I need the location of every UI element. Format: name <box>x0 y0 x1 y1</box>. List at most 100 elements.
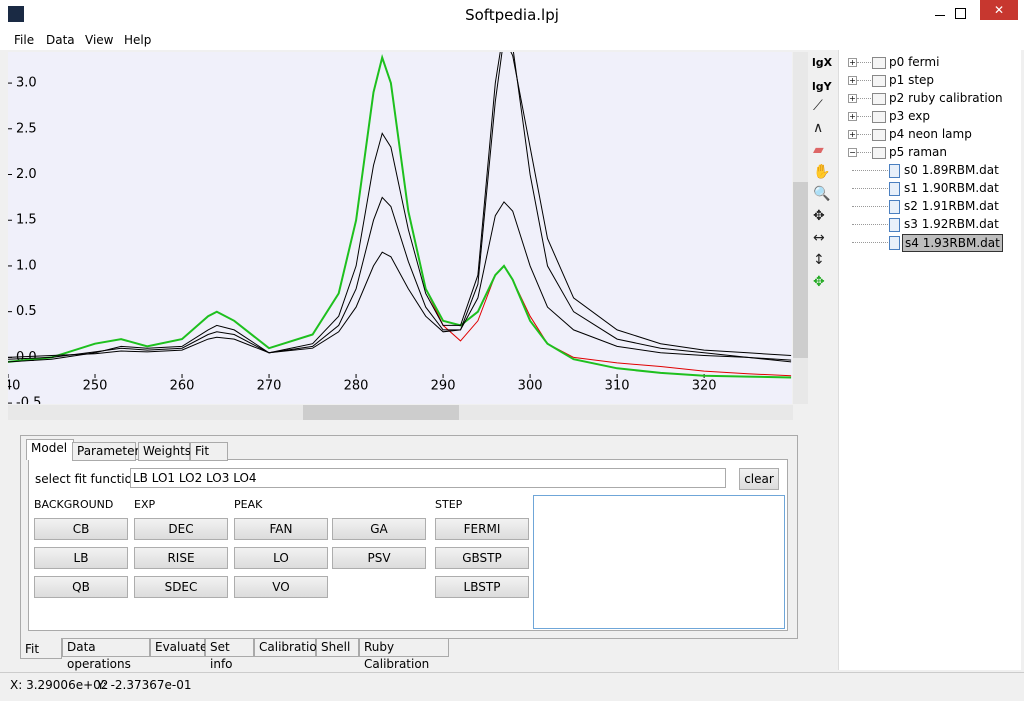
h-scrollbar[interactable] <box>8 405 793 420</box>
bottom-tab[interactable]: Calibration <box>254 638 324 657</box>
folder-icon <box>872 57 886 69</box>
tool-icon[interactable]: ▰ <box>813 142 824 158</box>
x-tick-label: 240 <box>8 379 20 394</box>
tree-item[interactable]: p5 raman <box>889 145 948 159</box>
model-button[interactable]: FAN <box>234 518 328 540</box>
model-button[interactable]: LBSTP <box>435 576 529 598</box>
tool-icon[interactable]: ↕ <box>813 252 825 268</box>
tree-item[interactable]: p2 ruby calibration <box>889 91 1003 105</box>
tree-line <box>852 206 888 207</box>
model-button[interactable]: DEC <box>134 518 228 540</box>
menu-item[interactable]: View <box>85 33 114 47</box>
tree-view: + p0 fermi + p1 step + p2 ruby calibration + p3… <box>838 50 1021 670</box>
model-button[interactable]: GBSTP <box>435 547 529 569</box>
model-button[interactable]: QB <box>34 576 128 598</box>
tree-line <box>852 224 888 225</box>
toolbar: lgX lgY ⟋ ∧ ▰ ✋ 🔍 ✥ ↔ ↕ ✥ <box>810 52 832 302</box>
folder-icon <box>872 75 886 87</box>
curve <box>8 196 792 361</box>
menu-bar: File Data View Help <box>0 30 1024 50</box>
y-tick-label: 3.0 <box>16 76 37 91</box>
fit-tab[interactable]: Weights <box>138 442 191 461</box>
tool-icon[interactable]: 🔍 <box>813 186 831 202</box>
app-icon <box>8 6 24 22</box>
function-input[interactable]: LB LO1 LO2 LO3 LO4 <box>130 468 726 488</box>
tree-line <box>857 98 871 99</box>
bottom-tab[interactable]: Data operations <box>62 638 150 671</box>
tree-line <box>852 188 888 189</box>
model-button[interactable]: VO <box>234 576 328 598</box>
tree-line <box>857 134 871 135</box>
menu-item[interactable]: File <box>14 33 35 47</box>
model-button[interactable]: FERMI <box>435 518 529 540</box>
group-label: PEAK <box>234 498 263 511</box>
tree-item[interactable]: s0 1.89RBM.dat <box>904 163 999 177</box>
curve <box>8 52 792 363</box>
close[interactable]: ✕ <box>980 0 1018 20</box>
expander[interactable]: + <box>848 76 857 85</box>
expander[interactable]: + <box>848 130 857 139</box>
text-area[interactable] <box>533 495 785 629</box>
group-label: EXP <box>134 498 156 511</box>
model-button[interactable]: CB <box>34 518 128 540</box>
menu-item[interactable]: Data <box>46 33 75 47</box>
bottom-tab[interactable]: Set info <box>205 638 254 671</box>
y-tick-label: 1.0 <box>16 258 37 273</box>
tool-icon[interactable]: ∧ <box>813 120 824 136</box>
tree-line <box>852 170 888 171</box>
clear-button[interactable]: clear <box>739 468 779 490</box>
tree-item[interactable]: p3 exp <box>889 109 930 123</box>
tree-item[interactable]: s4 1.93RBM.dat <box>902 234 1003 252</box>
bottom-tab[interactable]: Ruby Calibration <box>359 638 449 671</box>
y-tick-label: 2.5 <box>16 121 37 136</box>
model-button[interactable]: GA <box>332 518 426 540</box>
tool-icon[interactable]: ↔ <box>813 230 825 246</box>
file-icon <box>889 200 900 214</box>
expander[interactable]: + <box>848 94 857 103</box>
tree-item[interactable]: p1 step <box>889 73 935 87</box>
fit-tab[interactable]: Model <box>26 439 74 460</box>
tool-icon[interactable]: ✥ <box>813 208 825 224</box>
tool-button[interactable]: lgX <box>812 56 833 69</box>
bottom-tab[interactable]: Shell <box>316 638 359 657</box>
fit-tab[interactable]: Fit <box>190 442 228 461</box>
tree-item[interactable]: p4 neon lamp <box>889 127 972 141</box>
x-tick-label: 270 <box>257 379 282 394</box>
expander[interactable]: − <box>848 148 857 157</box>
x-tick-label: 300 <box>518 379 543 394</box>
bottom-tab[interactable]: Evaluate <box>150 638 207 657</box>
tree-item[interactable]: s3 1.92RBM.dat <box>904 217 999 231</box>
y-tick-label: -0.5 <box>16 396 41 404</box>
model-button[interactable]: RISE <box>134 547 228 569</box>
tree-item[interactable]: s2 1.91RBM.dat <box>904 199 999 213</box>
model-button[interactable]: LO <box>234 547 328 569</box>
bottom-tab[interactable]: Fit <box>20 638 62 659</box>
y-tick-label: 2.0 <box>16 167 37 182</box>
model-button[interactable]: PSV <box>332 547 426 569</box>
plot: -0.50.00.51.01.52.02.53.0240250260270280… <box>8 52 792 404</box>
tree-item[interactable]: s1 1.90RBM.dat <box>904 181 999 195</box>
x-tick-label: 260 <box>170 379 195 394</box>
fit-tab[interactable]: Parameters <box>72 442 146 461</box>
tree-line <box>857 152 871 153</box>
folder-icon <box>872 111 886 123</box>
file-icon <box>889 164 900 178</box>
model-button[interactable]: SDEC <box>134 576 228 598</box>
minimize[interactable] <box>930 4 950 24</box>
tool-button[interactable]: lgY <box>812 80 832 93</box>
model-button[interactable]: LB <box>34 547 128 569</box>
expander[interactable]: + <box>848 112 857 121</box>
tool-icon[interactable]: ✥ <box>813 274 825 290</box>
v-scrollbar[interactable] <box>793 52 808 404</box>
expander[interactable]: + <box>848 58 857 67</box>
maximize[interactable] <box>955 8 966 19</box>
select-label: select fit function <box>35 472 140 486</box>
x-tick-label: 290 <box>431 379 456 394</box>
tool-icon[interactable]: ✋ <box>813 164 831 180</box>
menu-item[interactable]: Help <box>124 33 152 47</box>
title-bar <box>0 0 1024 30</box>
tree-item[interactable]: p0 fermi <box>889 55 940 69</box>
tool-icon[interactable]: ⟋ <box>813 98 823 114</box>
tree-line <box>857 62 871 63</box>
